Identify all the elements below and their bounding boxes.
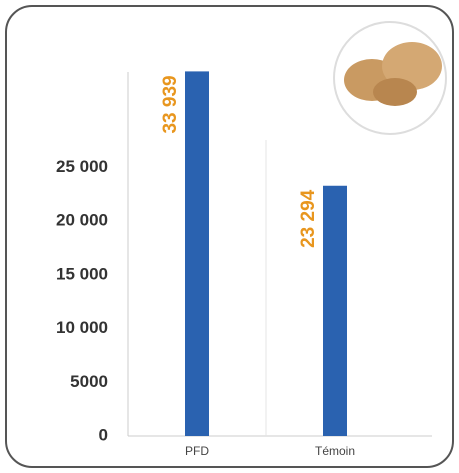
- value-label: 23 294: [298, 189, 319, 248]
- potato-illustration: [333, 21, 447, 135]
- y-tick-label: 5000: [70, 372, 108, 391]
- y-tick-label: 15 000: [56, 264, 108, 283]
- y-tick-label: 25 000: [56, 157, 108, 176]
- y-tick-label: 20 000: [56, 211, 108, 230]
- y-tick-label: 10 000: [56, 318, 108, 337]
- bar: [185, 71, 209, 437]
- y-tick-label: 0: [99, 425, 108, 444]
- bar: [323, 185, 347, 436]
- value-label: 33 939: [160, 75, 181, 133]
- x-tick-label: Témoin: [315, 444, 355, 458]
- x-tick-label: PFD: [185, 444, 209, 458]
